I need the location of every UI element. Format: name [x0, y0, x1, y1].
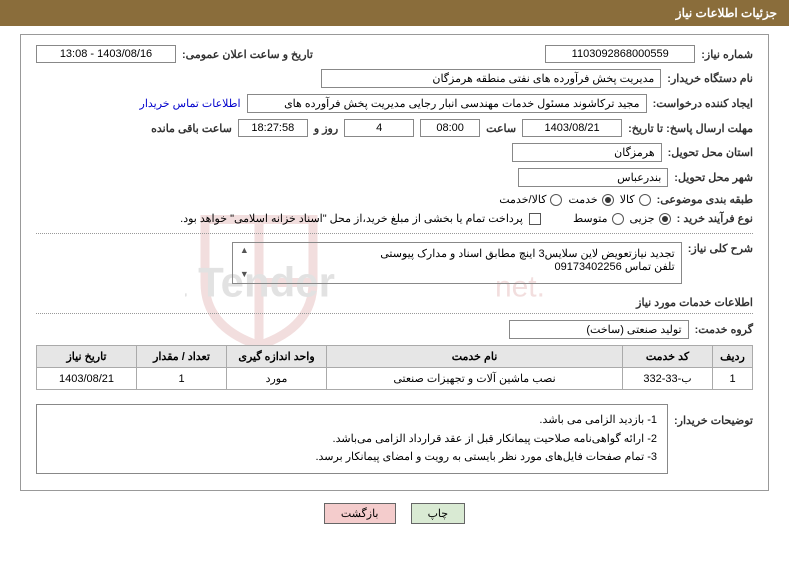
process-radio-minor[interactable]: جزیی — [630, 212, 671, 225]
process-label: نوع فرآیند خرید : — [677, 212, 753, 225]
td-qty: 1 — [137, 368, 227, 390]
process-opt2-label: متوسط — [573, 212, 608, 225]
contact-link[interactable]: اطلاعات تماس خریدار — [140, 97, 241, 110]
requester-label: ایجاد کننده درخواست: — [653, 97, 753, 110]
time-left: 18:27:58 — [238, 119, 308, 137]
td-name: نصب ماشین آلات و تجهیزات صنعتی — [327, 368, 623, 390]
note-1: 1- بازدید الزامی می باشد. — [47, 411, 657, 430]
city-label: شهر محل تحویل: — [674, 171, 753, 184]
class-radio-khedmat[interactable]: خدمت — [568, 193, 613, 206]
province-label: استان محل تحویل: — [668, 146, 753, 159]
services-section-title: اطلاعات خدمات مورد نیاز — [36, 292, 753, 314]
buyer-notes-label: توضیحات خریدار: — [674, 398, 753, 427]
deadline-label: مهلت ارسال پاسخ: تا تاریخ: — [628, 122, 753, 135]
class-label: طبقه بندی موضوعی: — [657, 193, 753, 206]
need-no-value: 1103092868000559 — [545, 45, 695, 63]
days-left: 4 — [344, 119, 414, 137]
process-opt1-label: جزیی — [630, 212, 655, 225]
payment-checkbox[interactable] — [529, 213, 541, 225]
class-opt2-label: خدمت — [568, 193, 597, 206]
buyer-notes-box: 1- بازدید الزامی می باشد. 2- ارائه گواهی… — [36, 404, 668, 474]
class-opt1-label: کالا — [620, 193, 635, 206]
td-row: 1 — [713, 368, 753, 390]
main-panel: شماره نیاز: 1103092868000559 تاریخ و ساع… — [20, 34, 769, 491]
scroll-arrows[interactable]: ▲▼ — [235, 245, 249, 279]
td-date: 1403/08/21 — [37, 368, 137, 390]
service-group-label: گروه خدمت: — [695, 323, 753, 336]
time-left-label: ساعت باقی مانده — [151, 122, 232, 135]
th-date: تاریخ نیاز — [37, 346, 137, 368]
announce-label: تاریخ و ساعت اعلان عمومی: — [182, 48, 313, 61]
button-row: چاپ بازگشت — [0, 503, 789, 524]
requester-value: مجید ترکاشوند مسئول خدمات مهندسی انبار ر… — [247, 94, 647, 113]
td-unit: مورد — [227, 368, 327, 390]
table-header-row: ردیف کد خدمت نام خدمت واحد اندازه گیری ت… — [37, 346, 753, 368]
process-radio-medium[interactable]: متوسط — [573, 212, 624, 225]
table-row: 1 ب-33-332 نصب ماشین آلات و تجهیزات صنعت… — [37, 368, 753, 390]
province-value: هرمزگان — [512, 143, 662, 162]
th-code: کد خدمت — [623, 346, 713, 368]
days-label: روز و — [314, 122, 338, 135]
services-table: ردیف کد خدمت نام خدمت واحد اندازه گیری ت… — [36, 345, 753, 390]
payment-note: پرداخت تمام یا بخشی از مبلغ خرید،از محل … — [180, 212, 523, 225]
deadline-date: 1403/08/21 — [522, 119, 622, 137]
class-opt3-label: کالا/خدمت — [499, 193, 546, 206]
city-value: بندرعباس — [518, 168, 668, 187]
note-3: 3- تمام صفحات فایل‌های مورد نظر بایستی ب… — [47, 448, 657, 467]
service-group-value: تولید صنعتی (ساخت) — [509, 320, 689, 339]
need-no-label: شماره نیاز: — [701, 48, 753, 61]
th-row: ردیف — [713, 346, 753, 368]
print-button[interactable]: چاپ — [411, 503, 466, 524]
th-qty: تعداد / مقدار — [137, 346, 227, 368]
general-desc-text: تجدید نیازتعویض لاین سلایس3 اینچ مطابق ا… — [380, 248, 674, 273]
back-button[interactable]: بازگشت — [324, 503, 396, 524]
th-unit: واحد اندازه گیری — [227, 346, 327, 368]
td-code: ب-33-332 — [623, 368, 713, 390]
general-desc-box[interactable]: تجدید نیازتعویض لاین سلایس3 اینچ مطابق ا… — [232, 242, 682, 284]
time-label: ساعت — [486, 122, 516, 135]
panel-title: جزئیات اطلاعات نیاز — [676, 6, 777, 20]
buyer-org-value: مدیریت پخش فرآورده های نفتی منطقه هرمزگا… — [321, 69, 661, 88]
class-radio-both[interactable]: کالا/خدمت — [499, 193, 562, 206]
buyer-org-label: نام دستگاه خریدار: — [667, 72, 753, 85]
deadline-time: 08:00 — [420, 119, 480, 137]
class-radio-kala[interactable]: کالا — [620, 193, 651, 206]
th-name: نام خدمت — [327, 346, 623, 368]
panel-header: جزئیات اطلاعات نیاز — [0, 0, 789, 26]
announce-value: 1403/08/16 - 13:08 — [36, 45, 176, 63]
general-desc-label: شرح کلی نیاز: — [688, 242, 753, 255]
note-2: 2- ارائه گواهی‌نامه صلاحیت پیمانکار قبل … — [47, 430, 657, 449]
